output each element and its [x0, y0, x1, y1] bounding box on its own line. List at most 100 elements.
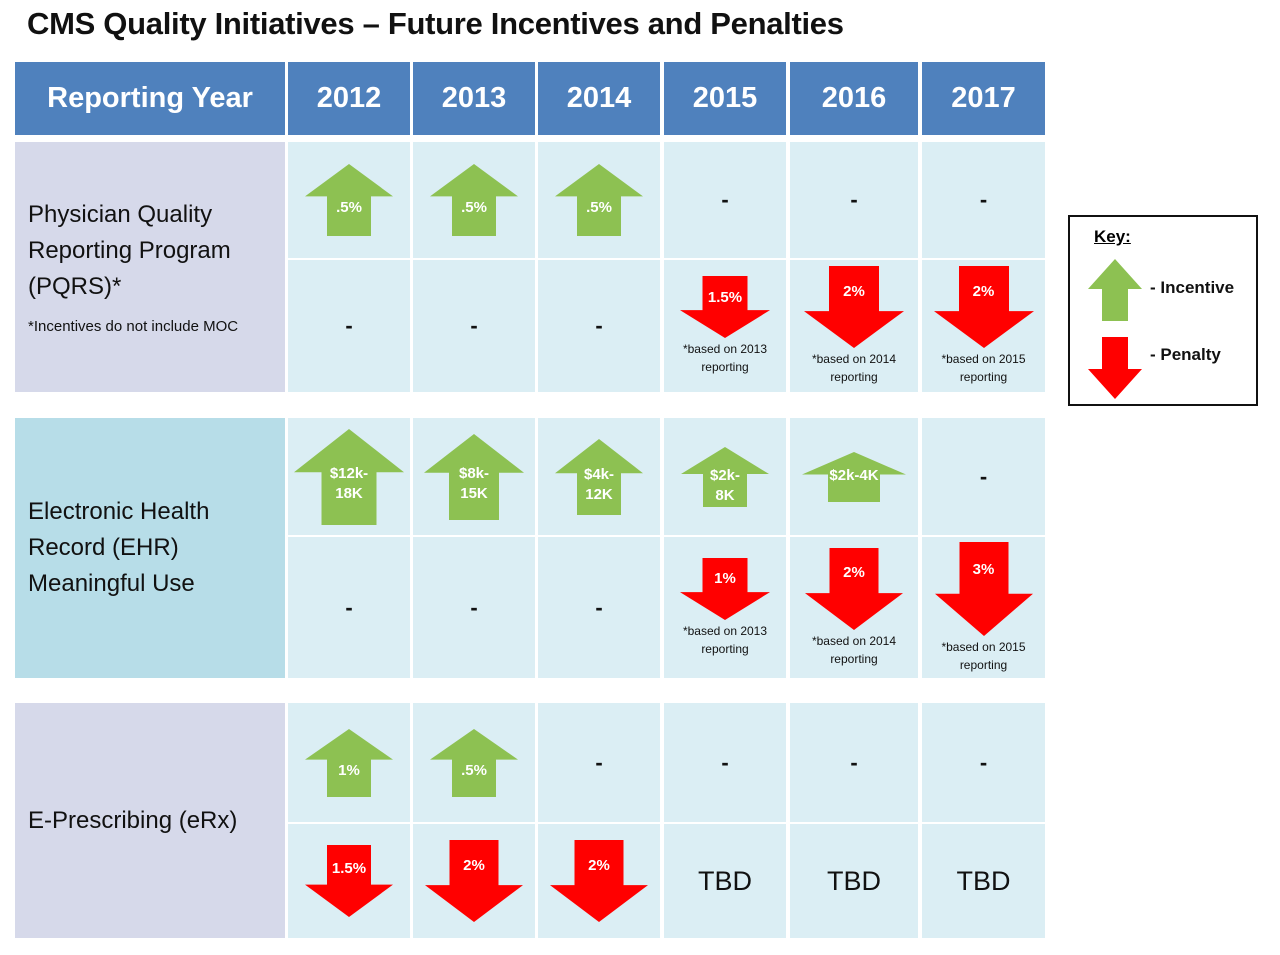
arrow-value: 2%: [843, 282, 865, 300]
no-value: -: [979, 749, 988, 775]
penalty-cell: TBD: [922, 824, 1045, 938]
penalty-cell: TBD: [790, 824, 918, 938]
cell-note: *based on 2015 reporting: [941, 639, 1026, 672]
header-year: 2016: [790, 62, 918, 135]
arrow-value: $2k-8K: [709, 466, 741, 504]
program-name: Electronic Health Record (EHR) Meaningfu…: [28, 498, 210, 597]
arrow-up-icon: [555, 164, 643, 236]
program-name: Physician Quality Reporting Program (PQR…: [28, 201, 231, 300]
incentive-cell: $12k-18K: [288, 418, 410, 535]
penalty-cell: 2% *based on 2015 reporting: [922, 260, 1045, 392]
penalty-arrow: 1.5%: [305, 845, 393, 917]
incentive-arrow: 1%: [305, 728, 393, 797]
penalty-cell: -: [288, 260, 410, 392]
arrow-down-icon: [805, 547, 903, 630]
penalty-cell: -: [538, 260, 660, 392]
arrow-down-icon: [804, 266, 904, 348]
arrow-value: .5%: [586, 199, 612, 217]
arrow-value: 2%: [972, 282, 995, 300]
incentive-cell: .5%: [413, 703, 535, 822]
incentive-cell: .5%: [288, 142, 410, 258]
arrow-value: .5%: [461, 762, 487, 780]
penalty-arrow: 2%: [805, 547, 903, 630]
arrow-up-icon: [430, 728, 518, 797]
key-legend: Key: - Incentive - Penalty: [1068, 215, 1258, 406]
incentive-arrow: $8k-15K: [424, 433, 524, 520]
arrow-value: 1%: [714, 570, 736, 588]
penalty-cell: 2% *based on 2014 reporting: [790, 260, 918, 392]
incentive-arrow: $4k-12K: [555, 438, 643, 515]
incentive-cell: $2k-8K: [664, 418, 786, 535]
incentive-cell: -: [538, 703, 660, 822]
no-value: -: [595, 313, 603, 338]
program-note: *Incentives do not include MOC: [28, 318, 239, 335]
penalty-cell: -: [413, 260, 535, 392]
key-incentive-label: - Incentive: [1150, 278, 1235, 297]
incentive-arrow: .5%: [430, 728, 518, 797]
penalty-cell: 3% *based on 2015 reporting: [922, 537, 1045, 678]
header-year: 2012: [288, 62, 410, 135]
arrow-value: $12k-18K: [329, 464, 369, 502]
penalty-arrow-icon: [1088, 337, 1142, 399]
incentive-arrow-icon: [1088, 259, 1142, 321]
no-value: -: [979, 187, 988, 212]
incentive-cell: -: [790, 142, 918, 258]
arrow-value: $2k-4K: [829, 467, 879, 484]
header-reporting-year: Reporting Year: [15, 62, 285, 135]
arrow-up-icon: [305, 164, 393, 236]
incentive-cell: $8k-15K: [413, 418, 535, 535]
tbd-value: TBD: [956, 865, 1011, 896]
arrow-value: 1%: [338, 762, 360, 780]
no-value: -: [345, 594, 353, 620]
penalty-arrow: 2%: [804, 266, 904, 348]
cell-note: *based on 2013 reporting: [682, 623, 768, 656]
page-title: CMS Quality Initiatives – Future Incenti…: [27, 6, 844, 41]
arrow-value: 2%: [843, 564, 865, 582]
cell-note: *based on 2014 reporting: [811, 633, 897, 666]
penalty-arrow: 2%: [933, 266, 1034, 348]
penalty-cell: 1% *based on 2013 reporting: [664, 537, 786, 678]
penalty-cell: 2%: [538, 824, 660, 938]
program-label: Electronic Health Record (EHR) Meaningfu…: [15, 418, 285, 678]
header-year: 2017: [922, 62, 1045, 135]
header-year: 2013: [413, 62, 535, 135]
no-value: -: [850, 187, 858, 212]
incentive-cell: .5%: [538, 142, 660, 258]
penalty-arrow: 1.5%: [680, 276, 770, 338]
incentive-cell: -: [664, 142, 786, 258]
program-label: Physician Quality Reporting Program (PQR…: [15, 142, 285, 392]
arrow-value: 1.5%: [331, 859, 367, 877]
no-value: -: [595, 594, 603, 620]
incentive-arrow: .5%: [305, 164, 393, 236]
arrow-value: $4k-12K: [583, 465, 615, 503]
penalty-arrow: 2%: [425, 840, 523, 922]
key-penalty-label: - Penalty: [1150, 345, 1221, 364]
no-value: -: [470, 313, 478, 338]
cell-note: *based on 2015 reporting: [941, 352, 1026, 384]
no-value: -: [721, 187, 729, 212]
arrow-down-icon: [933, 266, 1034, 348]
incentive-cell: $4k-12K: [538, 418, 660, 535]
arrow-down-icon: [550, 840, 648, 922]
incentive-arrow: .5%: [555, 164, 643, 236]
arrow-up-icon: [555, 438, 643, 515]
incentive-arrow: .5%: [430, 164, 518, 236]
cell-note: *based on 2014 reporting: [811, 352, 897, 384]
no-value: -: [470, 594, 478, 620]
penalty-arrow: 1%: [680, 557, 770, 620]
arrow-value: 3%: [972, 560, 995, 578]
key-title: Key:: [1094, 227, 1131, 246]
arrow-value: 2%: [588, 856, 610, 874]
arrow-up-icon: [294, 428, 404, 525]
penalty-cell: TBD: [664, 824, 786, 938]
no-value: -: [721, 749, 729, 775]
arrow-down-icon: [934, 541, 1033, 636]
penalty-arrow: 2%: [550, 840, 648, 922]
arrow-down-icon: [680, 276, 770, 338]
incentive-cell: -: [922, 418, 1045, 535]
incentive-cell: -: [922, 703, 1045, 822]
incentive-arrow: $2k-8K: [681, 446, 769, 507]
incentive-cell: -: [922, 142, 1045, 258]
no-value: -: [345, 313, 353, 338]
no-value: -: [595, 749, 603, 775]
